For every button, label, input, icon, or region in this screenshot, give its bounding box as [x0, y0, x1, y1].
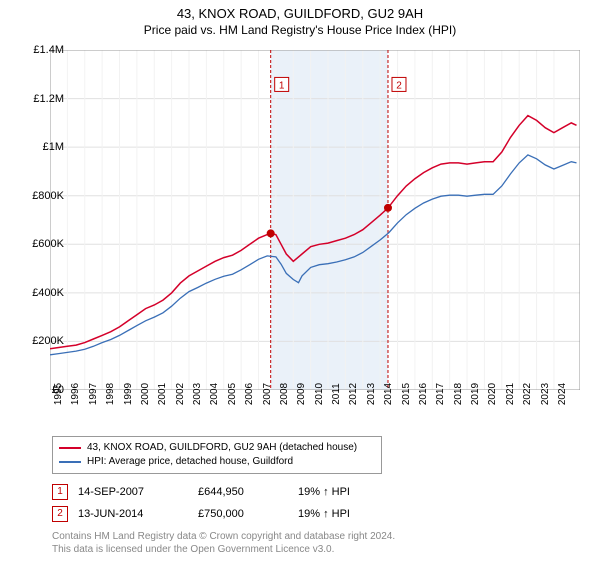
event-row-1: 1 14-SEP-2007 £644,950 19% ↑ HPI	[52, 484, 388, 500]
attribution: Contains HM Land Registry data © Crown c…	[52, 530, 395, 556]
legend-label-hpi: HPI: Average price, detached house, Guil…	[87, 455, 293, 469]
event-row-2: 2 13-JUN-2014 £750,000 19% ↑ HPI	[52, 506, 388, 522]
x-tick-label: 2017	[435, 383, 446, 405]
y-tick-label: £800K	[32, 190, 64, 202]
chart-title: 43, KNOX ROAD, GUILDFORD, GU2 9AH	[0, 6, 600, 21]
x-tick-label: 2013	[366, 383, 377, 405]
x-tick-label: 2003	[192, 383, 203, 405]
y-tick-label: £1M	[43, 141, 64, 153]
x-tick-label: 2012	[348, 383, 359, 405]
x-tick-label: 2024	[557, 383, 568, 405]
x-tick-label: 2002	[175, 383, 186, 405]
x-tick-label: 2019	[470, 383, 481, 405]
x-tick-label: 2010	[314, 383, 325, 405]
x-tick-label: 2021	[505, 383, 516, 405]
x-tick-label: 2020	[487, 383, 498, 405]
x-tick-label: 2011	[331, 383, 342, 405]
x-tick-label: 1996	[70, 383, 81, 405]
x-tick-label: 2004	[209, 383, 220, 405]
x-tick-label: 1998	[105, 383, 116, 405]
event-marker-2: 2	[52, 506, 68, 522]
x-tick-label: 2014	[383, 383, 394, 405]
x-tick-label: 2005	[227, 383, 238, 405]
event-marker-1: 1	[52, 484, 68, 500]
chart-subtitle: Price paid vs. HM Land Registry's House …	[0, 23, 600, 37]
legend-row-property: 43, KNOX ROAD, GUILDFORD, GU2 9AH (detac…	[59, 441, 375, 455]
x-tick-label: 2023	[540, 383, 551, 405]
event-date-1: 14-SEP-2007	[78, 486, 188, 498]
event-delta-1: 19% ↑ HPI	[298, 486, 388, 498]
x-tick-label: 2022	[522, 383, 533, 405]
legend-swatch-hpi	[59, 461, 81, 463]
x-tick-label: 2001	[157, 383, 168, 405]
event-date-2: 13-JUN-2014	[78, 508, 188, 520]
x-tick-label: 2018	[453, 383, 464, 405]
x-tick-label: 2016	[418, 383, 429, 405]
x-tick-label: 2000	[140, 383, 151, 405]
y-tick-label: £200K	[32, 335, 64, 347]
legend: 43, KNOX ROAD, GUILDFORD, GU2 9AH (detac…	[52, 436, 382, 474]
x-tick-label: 2009	[296, 383, 307, 405]
event-price-2: £750,000	[198, 508, 288, 520]
y-tick-label: £1.2M	[33, 93, 64, 105]
svg-text:1: 1	[279, 80, 285, 91]
x-tick-label: 1995	[53, 383, 64, 405]
x-tick-label: 1997	[88, 383, 99, 405]
event-price-1: £644,950	[198, 486, 288, 498]
attribution-line2: This data is licensed under the Open Gov…	[52, 543, 395, 556]
x-tick-label: 1999	[123, 383, 134, 405]
chart-plot-area: 12	[50, 50, 580, 390]
legend-row-hpi: HPI: Average price, detached house, Guil…	[59, 455, 375, 469]
x-tick-label: 2007	[262, 383, 273, 405]
x-tick-label: 2008	[279, 383, 290, 405]
x-tick-label: 2006	[244, 383, 255, 405]
attribution-line1: Contains HM Land Registry data © Crown c…	[52, 530, 395, 543]
svg-text:2: 2	[396, 80, 402, 91]
events-table: 1 14-SEP-2007 £644,950 19% ↑ HPI 2 13-JU…	[52, 478, 388, 522]
chart-svg: 12	[50, 50, 580, 390]
x-tick-label: 2015	[401, 383, 412, 405]
y-tick-label: £400K	[32, 287, 64, 299]
event-delta-2: 19% ↑ HPI	[298, 508, 388, 520]
y-tick-label: £1.4M	[33, 44, 64, 56]
legend-swatch-property	[59, 447, 81, 449]
legend-label-property: 43, KNOX ROAD, GUILDFORD, GU2 9AH (detac…	[87, 441, 357, 455]
y-tick-label: £600K	[32, 238, 64, 250]
chart-container: 43, KNOX ROAD, GUILDFORD, GU2 9AH Price …	[0, 6, 600, 566]
